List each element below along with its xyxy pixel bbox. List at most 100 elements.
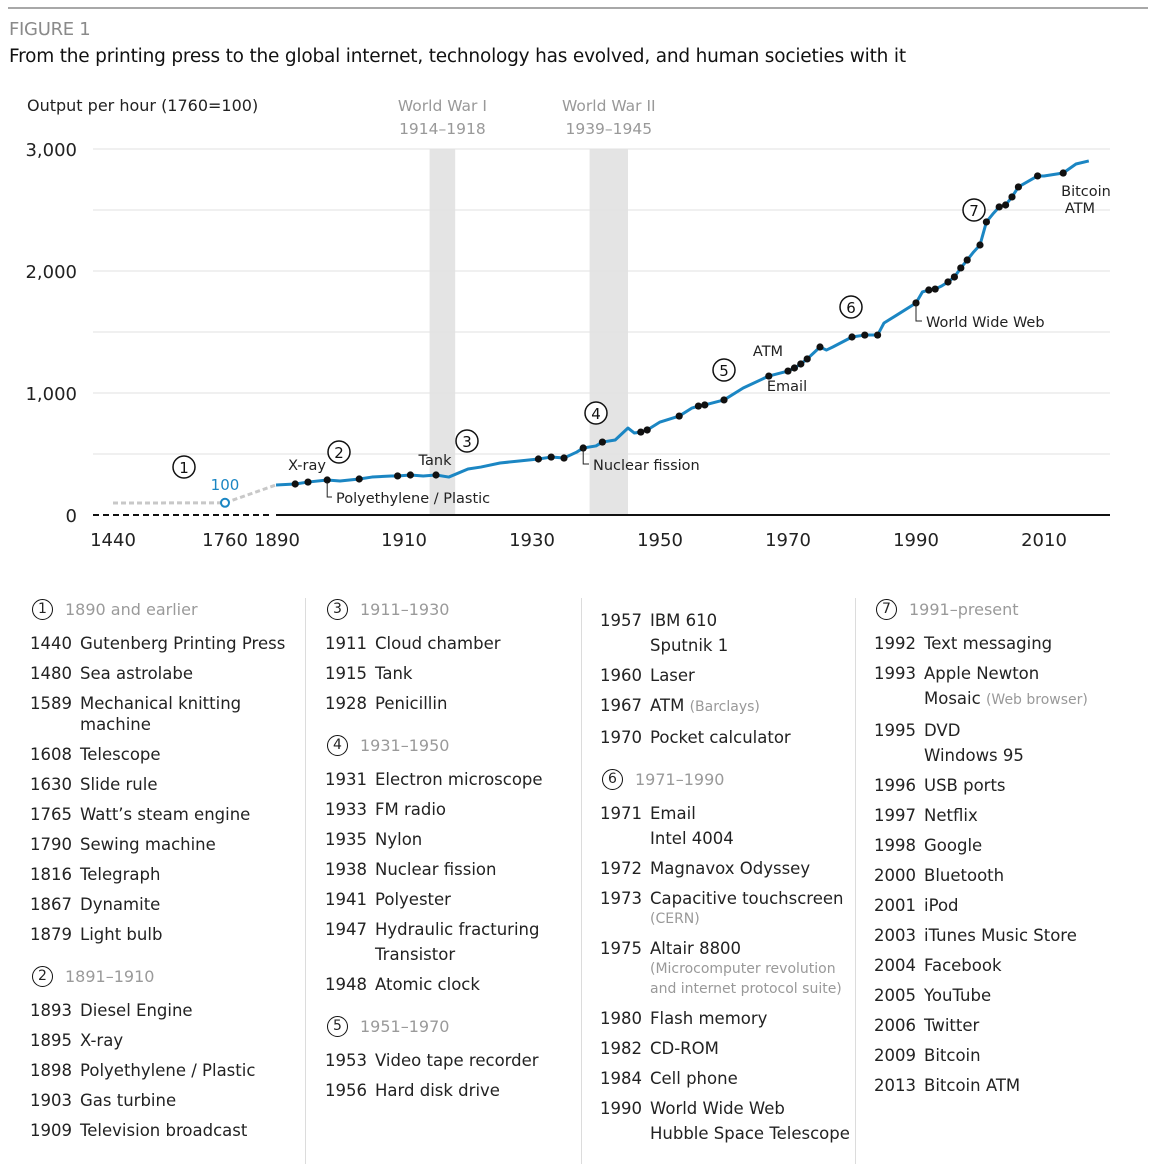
entry-year: 1984 [600, 1069, 642, 1088]
innovation-item: Bluetooth [924, 865, 1134, 886]
entry-items: Twitter [924, 1015, 1134, 1036]
entry-year: 2013 [874, 1076, 916, 1095]
legend-entry: 1956 Hard disk drive [325, 1080, 585, 1101]
entry-items: iPod [924, 895, 1134, 916]
entry-year: 1938 [325, 860, 367, 879]
innovation-dot [1008, 193, 1016, 201]
innovation-item: Laser [650, 665, 860, 686]
innovation-label: Windows 95 [924, 746, 1024, 765]
innovation-label: Polyethylene / Plastic [80, 1061, 256, 1080]
innovation-label: Gas turbine [80, 1091, 177, 1110]
innovation-label: USB ports [924, 776, 1006, 795]
innovation-label: Bitcoin [924, 1046, 981, 1065]
innovation-label: Electron microscope [375, 770, 543, 789]
figure-label: FIGURE 1 [9, 19, 91, 40]
entry-year: 1996 [874, 776, 916, 795]
period-marker-circle [839, 295, 863, 319]
innovation-item: Hubble Space Telescope [650, 1123, 860, 1144]
innovation-item: Nylon [375, 829, 585, 850]
innovation-item: Twitter [924, 1015, 1134, 1036]
innovation-label: Light bulb [80, 925, 163, 944]
innovation-item: USB ports [924, 775, 1134, 796]
entry-items: Video tape recorder [375, 1050, 585, 1071]
entry-items: Gas turbine [80, 1090, 290, 1111]
innovation-item: Apple Newton [924, 663, 1134, 684]
entry-year: 1608 [30, 745, 72, 764]
innovation-dot [701, 401, 709, 409]
legend-entry: 1867 Dynamite [30, 894, 290, 915]
entry-items: YouTube [924, 985, 1134, 1006]
innovation-label: Capacitive touchscreen [650, 889, 844, 908]
entry-items: Watt’s steam engine [80, 804, 290, 825]
legend-column: 7 1991–present 1992 Text messaging 1993 Apple… [874, 596, 1134, 1114]
innovation-dot [643, 426, 651, 434]
innovation-label: Tank [375, 664, 413, 683]
entry-year: 1933 [325, 800, 367, 819]
entry-items: Cloud chamber [375, 633, 585, 654]
entry-year: 2005 [874, 986, 916, 1005]
period-marker-number: 2 [334, 444, 344, 462]
annotation-label: X-ray [288, 458, 326, 474]
innovation-label: IBM 610 [650, 611, 718, 630]
column-divider [581, 598, 582, 1164]
entry-year: 1975 [600, 939, 642, 958]
innovation-dot [534, 455, 543, 463]
innovation-dot [848, 333, 856, 341]
entry-items: Light bulb [80, 924, 290, 945]
innovation-item: Gas turbine [80, 1090, 290, 1111]
innovation-label: Nylon [375, 830, 423, 849]
innovation-item: Netflix [924, 805, 1134, 826]
innovation-item: Video tape recorder [375, 1050, 585, 1071]
entry-year: 1980 [600, 1009, 642, 1028]
innovation-label: Magnavox Odyssey [650, 859, 811, 878]
legend-entry: 1931 Electron microscope [325, 769, 585, 790]
innovation-label: Email [650, 804, 696, 823]
period-range: 1991–present [909, 599, 1019, 619]
legend-entry: 1993 Apple Newton Mosaic (Web browser) [874, 663, 1134, 711]
innovation-label: Sea astrolabe [80, 664, 193, 683]
innovation-item: Polyester [375, 889, 585, 910]
legend-entry: 1928 Penicillin [325, 693, 585, 714]
innovation-dot [874, 331, 882, 339]
entry-year: 1997 [874, 806, 916, 825]
legend-entry: 1765 Watt’s steam engine [30, 804, 290, 825]
legend-entry: 2004 Facebook [874, 955, 1134, 976]
innovation-item: Telescope [80, 744, 290, 765]
period-marker-circle [455, 429, 479, 453]
innovation-item: Cell phone [650, 1068, 860, 1089]
innovation-label: Flash memory [650, 1009, 768, 1028]
innovation-item: Dynamite [80, 894, 290, 915]
innovation-item: Facebook [924, 955, 1134, 976]
period-marker-number: 4 [591, 405, 601, 423]
entry-items: Television broadcast [80, 1120, 290, 1141]
x-tick-label: 1440 [90, 530, 136, 551]
entry-items: Capacitive touchscreen (CERN) [650, 888, 860, 929]
base-value-label: 100 [211, 476, 240, 494]
legend-entry: 1895 X-ray [30, 1030, 290, 1051]
legend-entry: 1960 Laser [600, 665, 860, 686]
entry-year: 1970 [600, 728, 642, 747]
innovation-item: DVD [924, 720, 1134, 741]
innovation-dot [925, 286, 933, 294]
innovation-item: FM radio [375, 799, 585, 820]
innovation-label: Sputnik 1 [650, 636, 729, 655]
innovation-item: Television broadcast [80, 1120, 290, 1141]
section-header: 1 1890 and earlier [30, 596, 290, 622]
annotation-label: Polyethylene / Plastic [336, 491, 490, 507]
entry-year: 1928 [325, 694, 367, 713]
innovation-dot [394, 472, 402, 480]
innovation-label: X-ray [80, 1031, 124, 1050]
productivity-chart: Output per hour (1760=100) World War I 191… [25, 96, 1111, 551]
annotation-label: ATM [753, 344, 783, 360]
entry-year: 1816 [30, 865, 72, 884]
legend-column: 1957 IBM 610 Sputnik 1 1960 Laser 1967 ATM (Ba… [600, 610, 860, 1162]
entry-items: Hard disk drive [375, 1080, 585, 1101]
entry-year: 1898 [30, 1061, 72, 1080]
innovation-dot [765, 372, 773, 380]
annotation-label: Nuclear fission [593, 458, 700, 474]
legend-entry: 2000 Bluetooth [874, 865, 1134, 886]
entry-year: 1480 [30, 664, 72, 683]
innovation-dot [976, 241, 984, 249]
innovation-item: Slide rule [80, 774, 290, 795]
annotation-label: Bitcoin [1061, 184, 1111, 200]
